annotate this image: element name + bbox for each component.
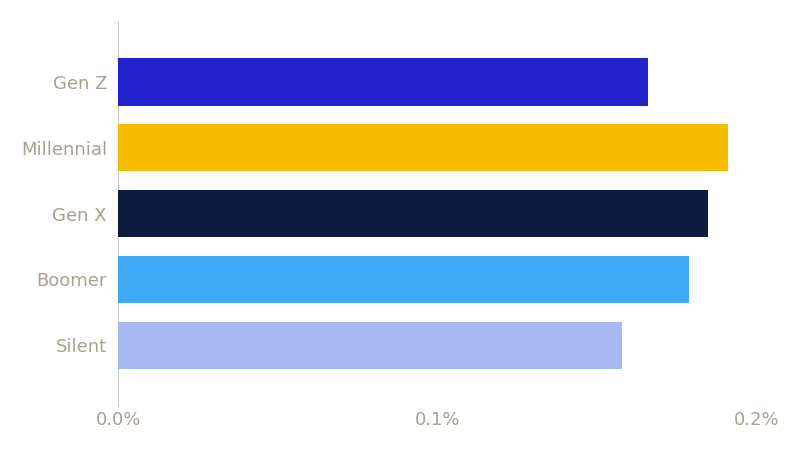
Bar — [118, 190, 709, 237]
Bar — [118, 322, 622, 369]
Bar — [118, 124, 728, 171]
Bar — [118, 256, 690, 303]
Bar — [118, 58, 648, 106]
